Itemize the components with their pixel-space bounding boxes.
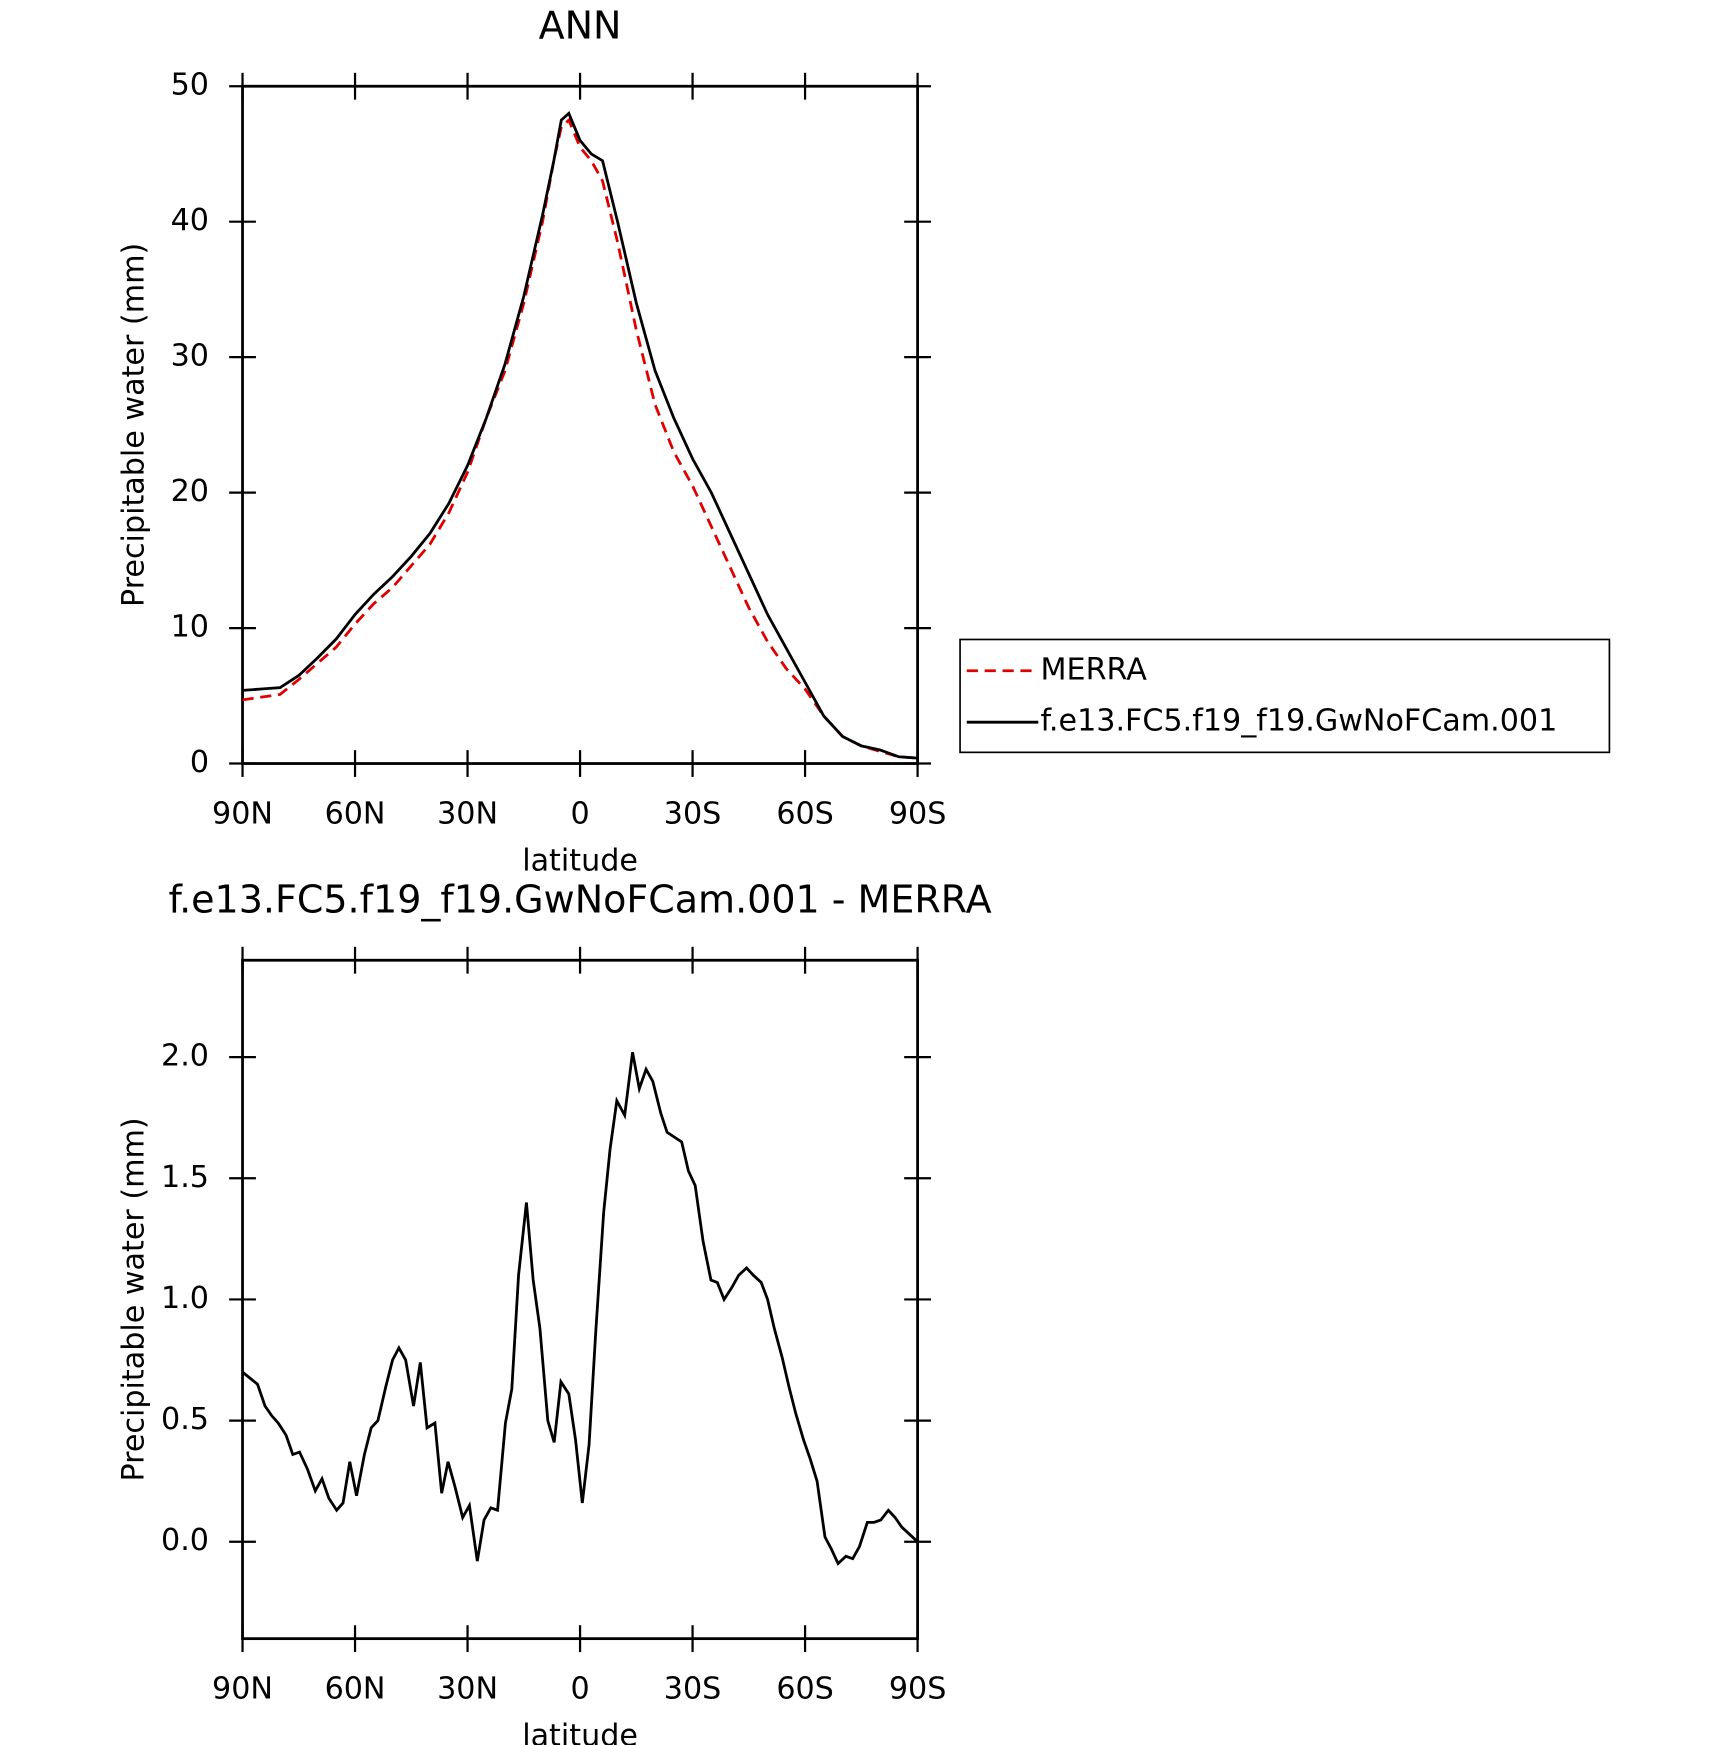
- plot-frame: [241, 958, 919, 1641]
- data-line: [242, 110, 918, 760]
- data-line: [242, 117, 918, 760]
- y-tick-label: 0: [190, 745, 209, 780]
- x-tick-label: 30S: [664, 1672, 722, 1707]
- x-tick-label: 90S: [889, 1672, 947, 1707]
- x-tick-label: 90N: [212, 796, 273, 831]
- x-tick-label: 60S: [776, 1672, 834, 1707]
- x-tick-label: 90S: [889, 796, 947, 831]
- x-tick-label: 60N: [325, 1672, 386, 1707]
- chart-title: ANN: [539, 4, 622, 48]
- x-tick-label: 30N: [437, 1672, 498, 1707]
- plot-frame: [241, 84, 919, 765]
- y-tick-label: 1.0: [161, 1281, 209, 1316]
- y-axis-label: Precipitable water (mm): [117, 1117, 152, 1481]
- y-tick-label: 0.5: [161, 1402, 209, 1437]
- x-tick-label: 0: [570, 1672, 589, 1707]
- legend-label: MERRA: [1041, 652, 1148, 687]
- y-tick-label: 10: [171, 610, 209, 645]
- x-axis-label: latitude: [522, 843, 638, 878]
- legend-label: f.e13.FC5.f19_f19.GwNoFCam.001: [1041, 704, 1558, 739]
- y-tick-label: 0.0: [161, 1523, 209, 1558]
- y-tick-label: 50: [171, 68, 209, 103]
- y-axis-label: Precipitable water (mm): [117, 243, 152, 607]
- y-tick-label: 20: [171, 474, 209, 509]
- y-tick-label: 1.5: [161, 1160, 209, 1195]
- x-tick-label: 0: [570, 796, 589, 831]
- x-tick-label: 60N: [325, 796, 386, 831]
- x-tick-label: 60S: [776, 796, 834, 831]
- x-tick-label: 30S: [664, 796, 722, 831]
- legend-box: [959, 638, 1611, 754]
- x-tick-label: 30N: [437, 796, 498, 831]
- y-tick-label: 40: [171, 203, 209, 238]
- x-tick-label: 90N: [212, 1672, 273, 1707]
- y-tick-label: 30: [171, 339, 209, 374]
- x-axis-label: latitude: [522, 1718, 638, 1745]
- data-line: [241, 1052, 919, 1566]
- chart-title: f.e13.FC5.f19_f19.GwNoFCam.001 - MERRA: [168, 878, 991, 922]
- y-tick-label: 2.0: [161, 1039, 209, 1074]
